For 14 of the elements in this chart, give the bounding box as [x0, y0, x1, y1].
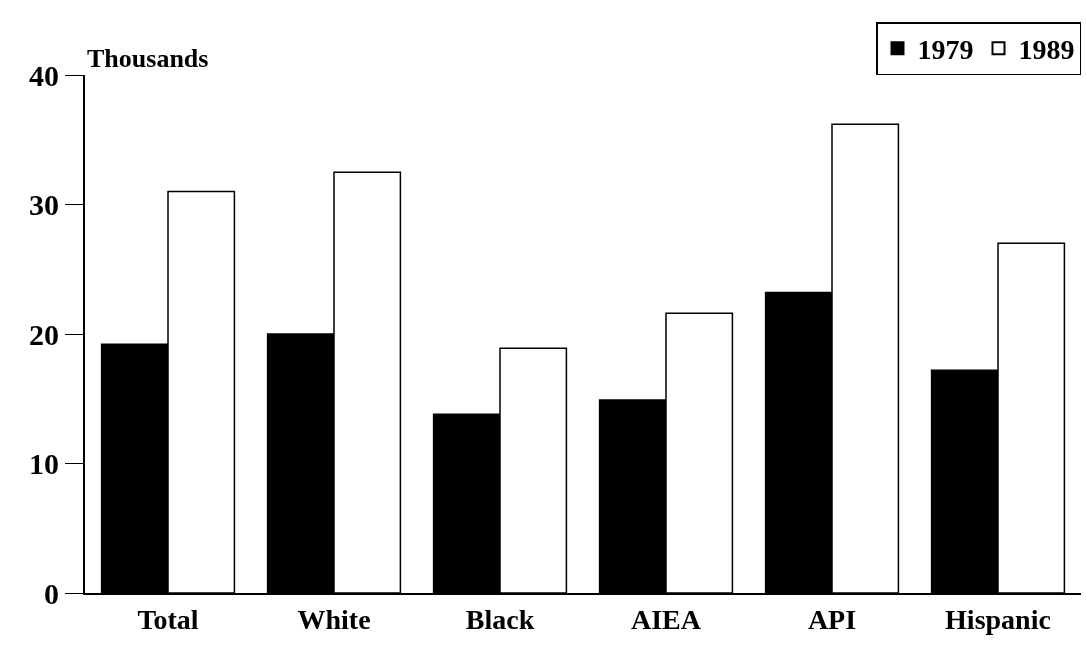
y-tick-label: 20 — [29, 317, 59, 351]
y-tick-label: 0 — [44, 576, 59, 610]
x-tick-label: White — [297, 603, 371, 635]
legend-label: 1989 — [1018, 34, 1075, 66]
y-tick-label: 10 — [29, 447, 59, 480]
y-axis-title: Thousands — [87, 44, 209, 73]
x-tick-label: Hispanic — [945, 603, 1051, 635]
legend-label: 1979 — [917, 34, 974, 66]
x-tick-label: Total — [137, 603, 199, 635]
x-tick-label: API — [807, 603, 857, 635]
x-tick-label: AIEA — [630, 603, 702, 635]
y-tick-label: 40 — [29, 58, 59, 92]
y-tick-label: 30 — [29, 188, 59, 221]
x-tick-label: Black — [465, 603, 535, 635]
